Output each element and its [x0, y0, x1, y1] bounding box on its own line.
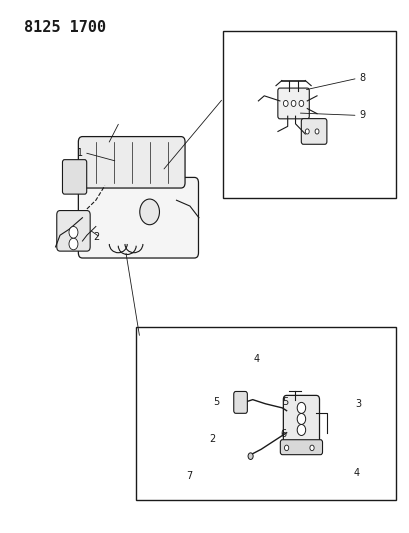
Text: 4: 4 — [353, 469, 359, 478]
FancyBboxPatch shape — [56, 211, 90, 251]
FancyBboxPatch shape — [301, 119, 326, 144]
Text: 2: 2 — [93, 232, 99, 243]
FancyBboxPatch shape — [280, 440, 322, 455]
Text: 2: 2 — [209, 434, 215, 444]
Circle shape — [297, 424, 305, 435]
FancyBboxPatch shape — [78, 177, 198, 258]
Circle shape — [305, 129, 308, 134]
Text: 4: 4 — [253, 354, 259, 364]
Text: 5: 5 — [213, 397, 219, 407]
FancyBboxPatch shape — [78, 136, 184, 188]
Text: 9: 9 — [359, 110, 365, 120]
Text: 7: 7 — [186, 471, 193, 481]
Text: 8: 8 — [359, 73, 365, 83]
Text: 8125 1700: 8125 1700 — [24, 20, 106, 35]
Circle shape — [298, 100, 303, 107]
Bar — [135, 327, 396, 500]
Circle shape — [314, 129, 318, 134]
Bar — [223, 30, 396, 198]
Text: 5: 5 — [282, 397, 288, 407]
Circle shape — [297, 402, 305, 414]
Circle shape — [247, 453, 252, 459]
FancyBboxPatch shape — [233, 391, 247, 413]
Circle shape — [69, 238, 78, 250]
Text: 1: 1 — [76, 148, 83, 158]
Circle shape — [139, 199, 159, 225]
FancyBboxPatch shape — [277, 88, 308, 119]
Circle shape — [283, 100, 288, 107]
FancyBboxPatch shape — [283, 395, 319, 448]
Circle shape — [309, 445, 313, 450]
Circle shape — [297, 414, 305, 424]
FancyBboxPatch shape — [62, 160, 86, 194]
Circle shape — [290, 100, 295, 107]
Circle shape — [284, 445, 288, 450]
Circle shape — [69, 227, 78, 238]
Text: 3: 3 — [355, 399, 361, 409]
Text: 6: 6 — [280, 429, 286, 439]
